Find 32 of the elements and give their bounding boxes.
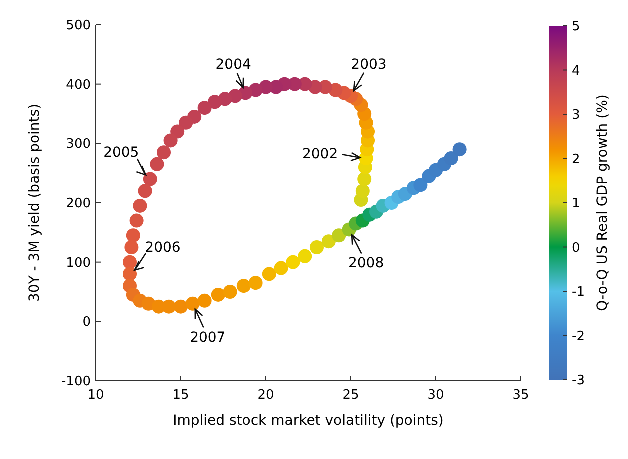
annotation: 2003 bbox=[351, 57, 387, 74]
x-tick-label: 35 bbox=[512, 388, 530, 403]
color-bar-label: 5 bbox=[572, 20, 580, 35]
y-tick-label: 100 bbox=[66, 256, 91, 271]
y-tick-label: 400 bbox=[66, 78, 91, 93]
annotation: 2006 bbox=[145, 240, 181, 256]
color-bar-label: 3 bbox=[572, 108, 580, 124]
y-axis-title: 30Y - 3M yield (basis points) bbox=[27, 104, 43, 302]
annotation: 2002 bbox=[302, 146, 338, 162]
color-bar-label: 4 bbox=[572, 64, 580, 79]
x-tick-label: 25 bbox=[342, 388, 360, 403]
y-tick-label: 300 bbox=[66, 137, 91, 152]
annotation: 2005 bbox=[104, 145, 140, 162]
annotation: 2008 bbox=[348, 256, 384, 272]
color-bar-label: 2 bbox=[572, 152, 580, 168]
color-bar-label: 0 bbox=[572, 240, 580, 256]
x-tick-label: 10 bbox=[88, 388, 104, 403]
y-tick-label: 500 bbox=[66, 18, 91, 34]
y-tick-label: 200 bbox=[66, 196, 91, 212]
color-bar-label: -1 bbox=[572, 285, 585, 300]
annotation: 2004 bbox=[216, 57, 252, 74]
x-tick-label: 20 bbox=[258, 388, 274, 403]
color-bar-label: -2 bbox=[572, 329, 585, 344]
color-bar-label: 1 bbox=[572, 196, 580, 212]
y-tick-label: -100 bbox=[61, 374, 91, 390]
color-bar-title: Q-o-Q US Real GDP growth (%) bbox=[595, 94, 611, 312]
x-tick-label: 30 bbox=[428, 388, 444, 403]
color-bar-label: -3 bbox=[572, 374, 585, 389]
annotation: 2007 bbox=[190, 330, 226, 346]
y-tick-label: 0 bbox=[82, 315, 91, 330]
x-tick-label: 15 bbox=[172, 388, 190, 403]
x-axis-title: Implied stock market volatility (points) bbox=[173, 413, 444, 429]
